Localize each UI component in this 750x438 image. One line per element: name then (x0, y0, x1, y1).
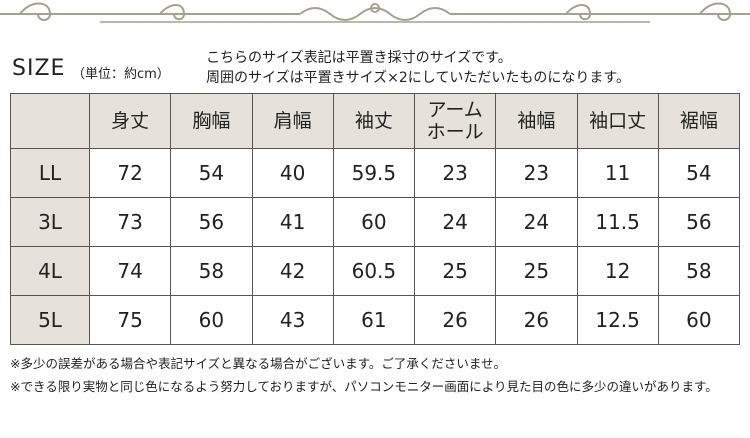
measure-cell: 56 (657, 197, 741, 247)
measure-cell: 25 (495, 246, 578, 296)
measure-cell: 26 (413, 295, 497, 345)
table-row: 5L 75 60 43 61 26 26 12.5 60 (10, 295, 741, 345)
measure-cell: 72 (88, 148, 172, 198)
measure-cell: 12 (576, 246, 659, 296)
footnotes: ※多少の誤差がある場合や表記サイズと異なる場合がございます。ご了承くださいませ。… (10, 352, 740, 398)
column-header: 裾幅 (657, 93, 741, 149)
note-line: こちらのサイズ表記は平置き採寸のサイズです。 (206, 50, 512, 66)
measure-cell: 60 (657, 295, 741, 345)
measure-cell: 61 (332, 295, 416, 345)
column-header: 袖幅 (495, 93, 578, 149)
measure-cell: 73 (88, 197, 172, 247)
measure-cell: 60 (332, 197, 416, 247)
measure-cell: 42 (251, 246, 334, 296)
measure-cell: 11.5 (576, 197, 659, 247)
measure-cell: 54 (170, 148, 253, 198)
measure-cell: 58 (657, 246, 741, 296)
header-row: 身丈 胸幅 肩幅 袖丈 アーム ホール 袖幅 袖口丈 裾幅 (10, 93, 741, 149)
column-header: 身丈 (88, 93, 172, 149)
measure-cell: 43 (251, 295, 334, 345)
measure-cell: 26 (495, 295, 578, 345)
size-label: LL (10, 148, 90, 198)
measure-cell: 54 (657, 148, 741, 198)
size-label: 3L (10, 197, 90, 247)
measure-cell: 60 (170, 295, 253, 345)
measure-cell: 59.5 (332, 148, 416, 198)
measure-cell: 74 (88, 246, 172, 296)
footnote: ※できる限り実物と同じ色になるよう努力しておりますが、パソコンモニター画面により… (10, 379, 718, 394)
footnote: ※多少の誤差がある場合や表記サイズと異なる場合がございます。ご了承くださいませ。 (10, 356, 506, 371)
table-row: LL 72 54 40 59.5 23 23 11 54 (10, 148, 741, 198)
column-header: 肩幅 (251, 93, 334, 149)
measure-cell: 25 (413, 246, 497, 296)
measure-cell: 56 (170, 197, 253, 247)
measure-cell: 60.5 (332, 246, 416, 296)
corner-cell (10, 93, 90, 149)
measure-cell: 24 (413, 197, 497, 247)
size-label: 4L (10, 246, 90, 296)
column-header: アーム ホール (413, 93, 497, 149)
size-label: 5L (10, 295, 90, 345)
ornament (0, 2, 750, 23)
measure-cell: 40 (251, 148, 334, 198)
measure-cell: 75 (88, 295, 172, 345)
measure-cell: 24 (495, 197, 578, 247)
measure-cell: 12.5 (576, 295, 659, 345)
measure-cell: 58 (170, 246, 253, 296)
size-table: 身丈 胸幅 肩幅 袖丈 アーム ホール 袖幅 袖口丈 裾幅 LL 72 54 40 59.5 23 23 1… (10, 93, 741, 345)
unit-label: （単位：約cm） (72, 67, 170, 82)
size-title: SIZE (12, 56, 66, 81)
measure-cell: 23 (495, 148, 578, 198)
table-row: 3L 73 56 41 60 24 24 11.5 56 (10, 197, 741, 247)
measure-cell: 23 (413, 148, 497, 198)
measure-cell: 41 (251, 197, 334, 247)
column-header: 袖口丈 (576, 93, 659, 149)
table-row: 4L 74 58 42 60.5 25 25 12 58 (10, 246, 741, 296)
notes: こちらのサイズ表記は平置き採寸のサイズです。周囲のサイズは平置きサイズ×2にして… (206, 48, 630, 88)
note-line: 周囲のサイズは平置きサイズ×2にしていただいたものになります。 (206, 70, 630, 86)
column-header: 袖丈 (332, 93, 416, 149)
column-header: 胸幅 (170, 93, 253, 149)
measure-cell: 11 (576, 148, 659, 198)
